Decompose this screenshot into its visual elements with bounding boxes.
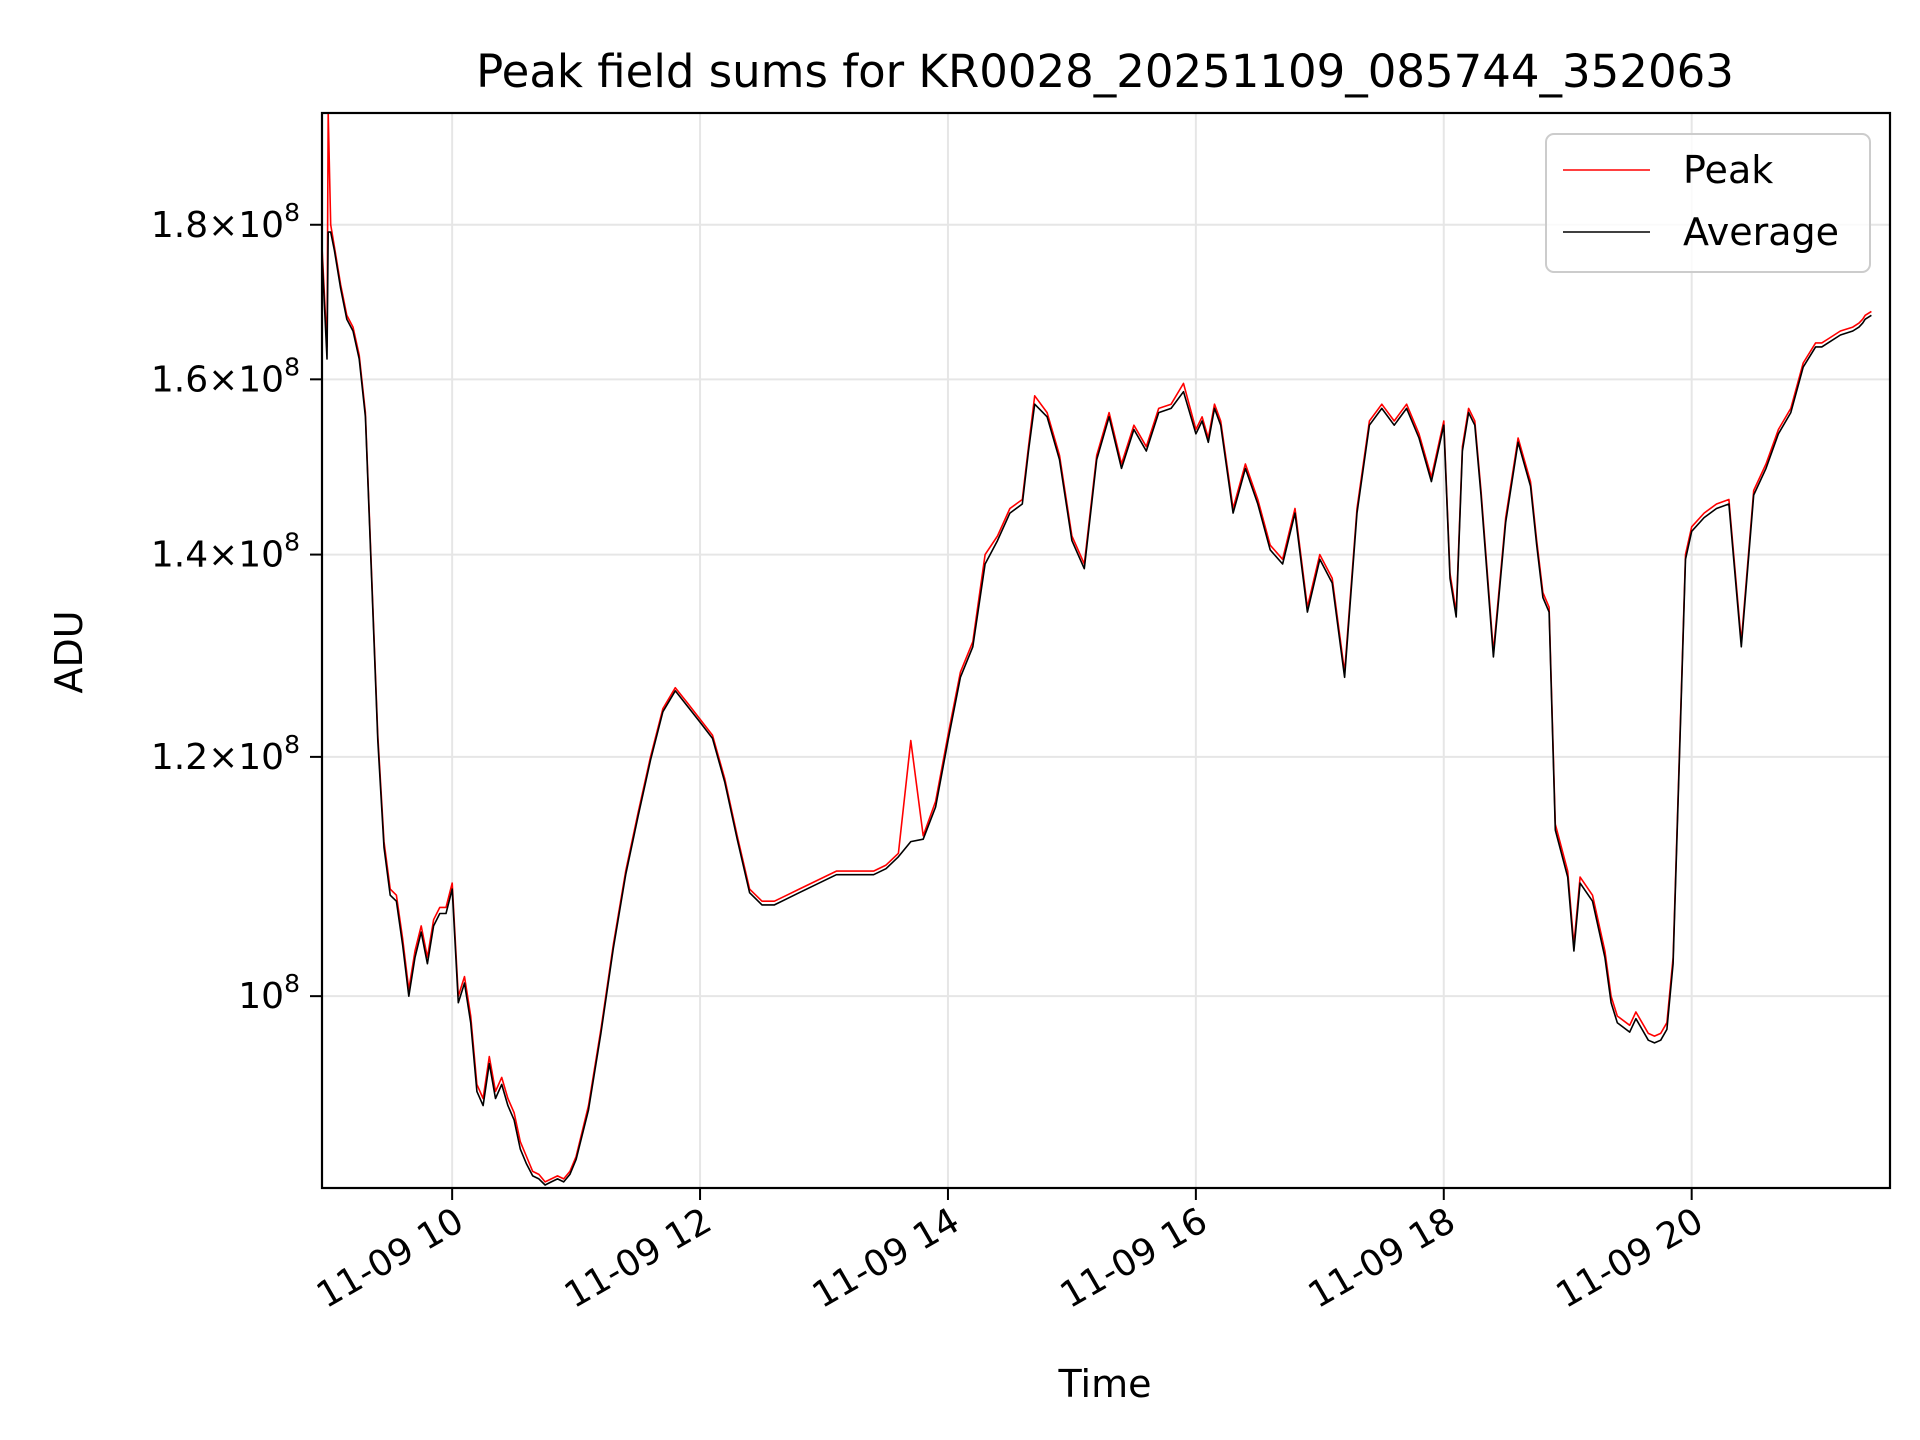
series-layer (322, 113, 1872, 1186)
y-tick-label: 1.8×108 (151, 198, 300, 246)
y-axis-label: ADU (47, 610, 91, 693)
x-tick-label: 11-09 12 (558, 1200, 719, 1316)
x-axis-ticks: 11-09 10 11-09 12 11-09 14 11-09 16 11-09 18… (310, 1188, 1710, 1317)
series-line-average (322, 231, 1872, 1186)
grid-lines (322, 113, 1890, 1188)
x-tick-label: 11-09 10 (310, 1200, 471, 1316)
y-tick-label: 1.2×108 (151, 730, 300, 778)
plot-frame (320, 111, 1892, 1190)
x-tick-label: 11-09 18 (1302, 1200, 1463, 1316)
x-tick-label: 11-09 16 (1054, 1200, 1215, 1316)
y-tick-label: 1.4×108 (151, 528, 300, 576)
x-axis-label: Time (1058, 1362, 1152, 1406)
legend-box (1545, 133, 1871, 273)
legend-label-peak: Peak (1683, 148, 1773, 192)
legend: Peak Average (1545, 133, 1871, 273)
legend-label-average: Average (1683, 210, 1839, 254)
y-tick-label: 1.6×108 (151, 352, 300, 400)
y-axis-ticks: 108 1.2×108 1.4×108 1.6×108 1.8×108 (151, 198, 322, 1017)
x-tick-label: 11-09 14 (806, 1200, 967, 1316)
y-tick-label: 108 (238, 969, 300, 1017)
x-tick-label: 11-09 20 (1550, 1200, 1711, 1316)
chart-title: Peak field sums for KR0028_20251109_0857… (476, 45, 1734, 98)
series-line-peak (322, 113, 1872, 1183)
